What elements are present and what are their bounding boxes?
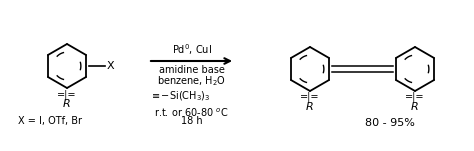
Text: =|=: =|= bbox=[57, 89, 77, 100]
Text: $\equiv\!\!-\!$Si(CH$_3$)$_3$: $\equiv\!\!-\!$Si(CH$_3$)$_3$ bbox=[150, 89, 210, 103]
Text: r.t. or 60-80 $^o$C: r.t. or 60-80 $^o$C bbox=[154, 107, 229, 119]
Text: R: R bbox=[63, 99, 71, 109]
Text: =|=: =|= bbox=[405, 92, 425, 103]
Text: X = I, OTf, Br: X = I, OTf, Br bbox=[18, 116, 82, 126]
Text: 80 - 95%: 80 - 95% bbox=[365, 118, 415, 128]
Text: benzene, H$_2$O: benzene, H$_2$O bbox=[157, 74, 226, 88]
Text: R: R bbox=[411, 102, 419, 112]
Text: Pd$^0$, CuI: Pd$^0$, CuI bbox=[172, 42, 211, 57]
Text: amidine base: amidine base bbox=[159, 65, 224, 75]
Text: X: X bbox=[107, 61, 115, 71]
Text: =|=: =|= bbox=[300, 92, 320, 103]
Text: R: R bbox=[306, 102, 314, 112]
Text: 18 h: 18 h bbox=[181, 116, 202, 126]
